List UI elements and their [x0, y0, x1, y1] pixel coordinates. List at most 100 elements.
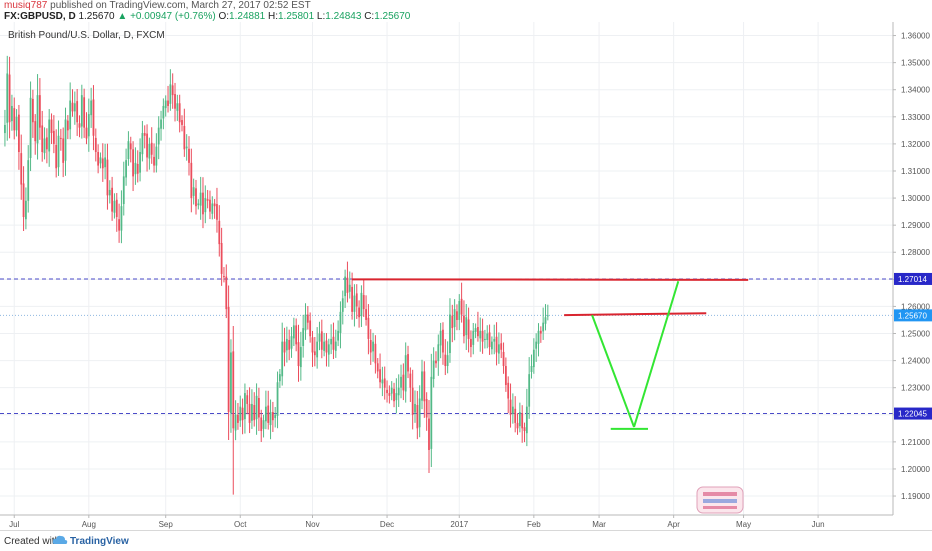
candle	[150, 127, 153, 164]
candle-body	[141, 133, 144, 155]
author-link[interactable]: musiq787	[4, 0, 48, 11]
candle-body	[539, 330, 542, 334]
candle	[404, 342, 407, 403]
candle-body	[66, 120, 69, 131]
candle-body	[220, 243, 223, 274]
candle-body	[386, 389, 388, 394]
candle-body	[411, 387, 414, 415]
candle	[481, 318, 484, 354]
candle	[437, 334, 440, 376]
candle-body	[351, 286, 353, 312]
candle	[304, 303, 307, 340]
candle-body	[546, 315, 549, 317]
candle	[136, 150, 139, 183]
candle	[29, 81, 32, 172]
y-tick-label: 1.36000	[901, 32, 930, 41]
low-label: L:	[316, 11, 326, 22]
candle-body	[362, 295, 365, 310]
candle-body	[337, 330, 340, 341]
candle	[278, 369, 281, 388]
candle-body	[497, 344, 500, 354]
candle	[101, 143, 104, 182]
candle-body	[360, 292, 363, 317]
candle	[276, 371, 279, 429]
candle-body	[365, 309, 367, 320]
candle-body	[414, 403, 416, 413]
candle	[493, 324, 496, 355]
tradingview-brand-link[interactable]: TradingView	[70, 536, 129, 547]
candle-body	[218, 220, 221, 245]
candle-body	[45, 137, 48, 150]
candle	[514, 396, 517, 433]
candle-body	[500, 343, 503, 350]
candle-body	[52, 130, 55, 144]
candle-body	[358, 307, 360, 318]
candle-body	[379, 369, 381, 383]
candle	[525, 388, 528, 447]
candle	[251, 389, 253, 429]
candle	[532, 338, 535, 374]
candle	[157, 116, 160, 160]
candle-body	[69, 100, 72, 130]
candle-body	[90, 100, 93, 116]
candle	[115, 193, 118, 232]
candle-body	[216, 204, 218, 220]
candle-body	[451, 315, 454, 329]
candle-body	[486, 333, 489, 341]
candle-body	[274, 414, 277, 419]
candle	[402, 363, 405, 401]
candle	[428, 400, 430, 474]
candle	[535, 333, 538, 362]
candle-body	[4, 124, 6, 134]
candle	[262, 414, 265, 438]
candle	[381, 366, 384, 397]
candle	[213, 199, 216, 219]
candle	[421, 359, 423, 410]
candle	[211, 196, 214, 220]
candle	[25, 187, 27, 230]
candle	[246, 389, 249, 415]
candle	[516, 413, 519, 435]
candle	[202, 177, 204, 229]
candle	[523, 422, 526, 443]
candle-body	[11, 105, 13, 122]
candle-body	[339, 311, 342, 333]
candle	[456, 304, 458, 331]
candle	[106, 143, 109, 210]
candle	[539, 326, 542, 343]
candle	[48, 109, 51, 167]
candle-body	[330, 338, 333, 345]
candle-body	[253, 405, 256, 421]
candle	[248, 387, 251, 434]
y-tick-label: 1.21000	[901, 438, 930, 447]
candle-body	[164, 100, 167, 109]
candle	[99, 152, 102, 169]
candle	[34, 114, 37, 155]
y-tick-label: 1.24000	[901, 357, 930, 366]
current-price-tag-label: 1.25670	[898, 311, 927, 320]
candle-body	[449, 314, 451, 354]
candle	[325, 333, 328, 367]
chart-grid	[0, 22, 893, 515]
candle	[171, 73, 174, 109]
candle	[390, 381, 393, 401]
candle	[500, 333, 503, 359]
candle-body	[71, 102, 74, 112]
candle-body	[316, 341, 319, 358]
candle-body	[18, 114, 20, 153]
candle-body	[129, 143, 132, 150]
tradingview-cloud-icon	[52, 535, 68, 544]
candle	[306, 306, 309, 330]
symbol-label[interactable]: FX:GBPUSD, D	[4, 11, 76, 22]
candle-body	[62, 138, 65, 163]
candle-body	[213, 203, 216, 207]
candle-body	[101, 158, 104, 169]
candle-body	[390, 387, 393, 394]
candle-body	[495, 336, 498, 353]
candle-body	[295, 325, 298, 345]
candle	[388, 385, 391, 404]
candle	[346, 261, 349, 303]
x-tick-label: May	[736, 520, 751, 529]
candle	[59, 128, 62, 151]
price-chart[interactable]: 1.36000 1.35000 1.34000 1.33000 1.32000 1.310…	[0, 22, 932, 530]
